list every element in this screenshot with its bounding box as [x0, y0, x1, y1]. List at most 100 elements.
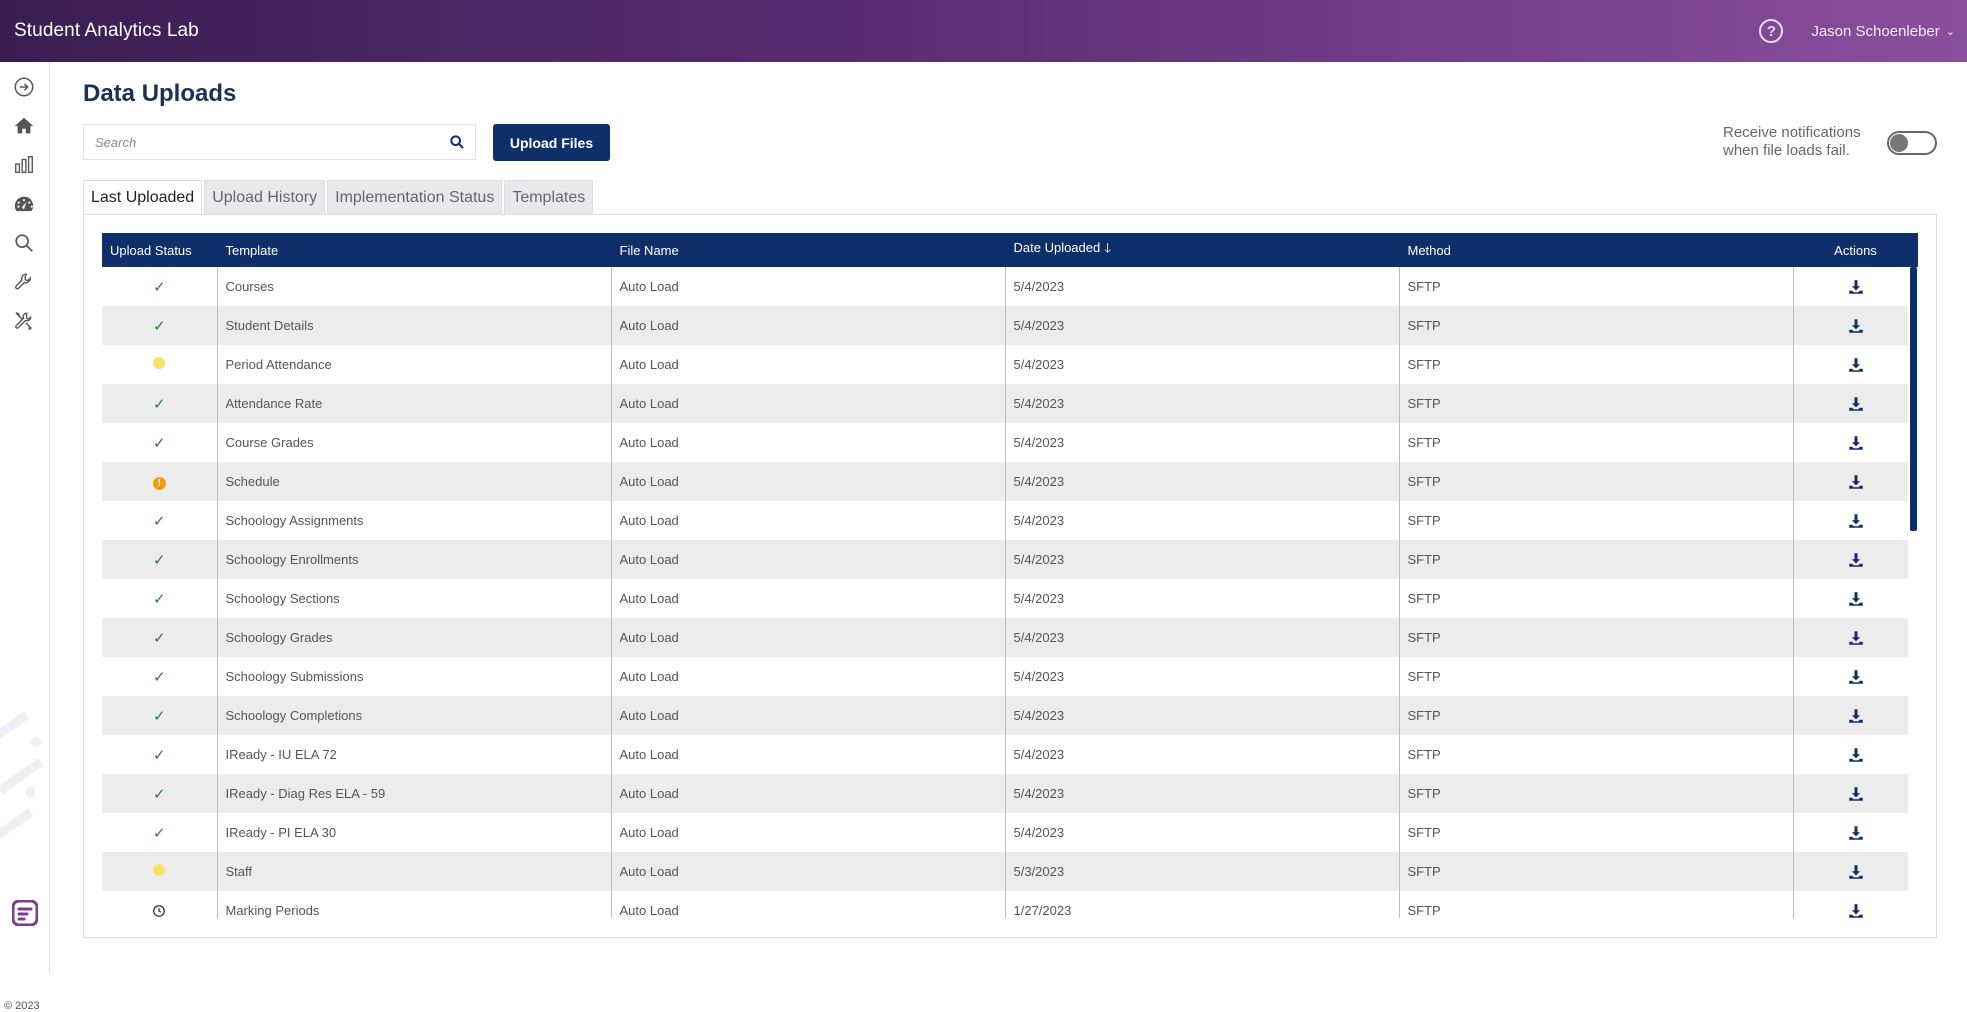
download-icon[interactable] — [1847, 863, 1865, 881]
bar-chart-icon[interactable] — [11, 152, 37, 178]
search-icon[interactable] — [439, 125, 475, 159]
user-menu[interactable]: Jason Schoenleber — [1811, 22, 1940, 40]
cell-method: SFTP — [1399, 540, 1794, 579]
table-row[interactable]: ✓ IReady - PI ELA 30 Auto Load 5/4/2023 SFTP — [102, 813, 1918, 852]
cell-template: IReady - Diag Res ELA - 59 — [217, 774, 612, 813]
cell-template: IReady - PI ELA 30 — [217, 813, 612, 852]
wrench-icon[interactable] — [11, 269, 37, 295]
notification-toggle[interactable] — [1887, 131, 1937, 155]
download-icon[interactable] — [1847, 395, 1865, 413]
cell-file-name: Auto Load — [611, 345, 1006, 384]
table-scrollbar-thumb[interactable] — [1910, 267, 1917, 531]
table-row[interactable]: ✓ IReady - Diag Res ELA - 59 Auto Load 5/4/… — [102, 774, 1918, 813]
tab-last-uploaded[interactable]: Last Uploaded — [83, 180, 203, 215]
tab-upload-history[interactable]: Upload History — [204, 180, 326, 215]
tab-implementation-status[interactable]: Implementation Status — [327, 180, 503, 215]
table-row[interactable]: ! Schedule Auto Load 5/4/2023 SFTP — [102, 462, 1918, 501]
tools-icon[interactable] — [11, 308, 37, 334]
arrow-right-circle-icon[interactable] — [11, 74, 37, 100]
toggle-knob — [1890, 134, 1908, 152]
cell-date-uploaded: 5/4/2023 — [1005, 540, 1400, 579]
download-icon[interactable] — [1847, 668, 1865, 686]
home-icon[interactable] — [11, 113, 37, 139]
success-check-icon: ✓ — [152, 278, 166, 296]
column-header-template[interactable]: Template — [217, 233, 612, 267]
topbar-right: ? Jason Schoenleber ⌄ — [1759, 0, 1955, 62]
cell-upload-status: ✓ — [102, 813, 218, 852]
table-row[interactable]: ✓ IReady - IU ELA 72 Auto Load 5/4/2023 SFTP — [102, 735, 1918, 774]
cell-upload-status — [102, 852, 218, 891]
left-nav-rail: © 2023 — [0, 62, 50, 1012]
cell-method: SFTP — [1399, 384, 1794, 423]
chevron-down-icon[interactable]: ⌄ — [1945, 25, 1955, 38]
download-icon[interactable] — [1847, 317, 1865, 335]
cell-actions — [1793, 852, 1918, 891]
table-row[interactable]: ✓ Schoology Submissions Auto Load 5/4/2023 S… — [102, 657, 1918, 696]
cell-actions — [1793, 696, 1918, 735]
search-icon[interactable] — [11, 230, 37, 256]
cell-method: SFTP — [1399, 306, 1794, 345]
table-row[interactable]: ✓ Student Details Auto Load 5/4/2023 SFTP — [102, 306, 1918, 345]
table-row[interactable]: ✓ Schoology Sections Auto Load 5/4/2023 SFTP — [102, 579, 1918, 618]
cell-actions — [1793, 618, 1918, 657]
download-icon[interactable] — [1847, 824, 1865, 842]
table-row[interactable]: Staff Auto Load 5/3/2023 SFTP — [102, 852, 1918, 891]
download-icon[interactable] — [1847, 434, 1865, 452]
cell-method: SFTP — [1399, 774, 1794, 813]
cell-date-uploaded: 5/4/2023 — [1005, 813, 1400, 852]
page-title: Data Uploads — [83, 80, 237, 107]
table-row[interactable]: ✓ Course Grades Auto Load 5/4/2023 SFTP — [102, 423, 1918, 462]
success-check-icon: ✓ — [152, 707, 166, 725]
column-header-method[interactable]: Method — [1399, 233, 1794, 267]
cell-template: Schoology Sections — [217, 579, 612, 618]
column-header-file-name[interactable]: File Name — [611, 233, 1006, 267]
cell-method: SFTP — [1399, 735, 1794, 774]
cell-date-uploaded: 5/4/2023 — [1005, 696, 1400, 735]
cell-method: SFTP — [1399, 462, 1794, 501]
cell-actions — [1793, 501, 1918, 540]
app-title[interactable]: Student Analytics Lab — [14, 20, 199, 41]
cell-template: Staff — [217, 852, 612, 891]
cell-upload-status: ✓ — [102, 501, 218, 540]
table-body: ✓ Courses Auto Load 5/4/2023 SFTP ✓ Student De… — [102, 267, 1918, 918]
download-icon[interactable] — [1847, 356, 1865, 374]
upload-files-button[interactable]: Upload Files — [493, 124, 610, 161]
table-row[interactable]: ✓ Schoology Assignments Auto Load 5/4/2023 S… — [102, 501, 1918, 540]
table-scrollbar-track[interactable] — [1908, 267, 1918, 918]
sort-descending-icon[interactable]: 🡓 — [1104, 240, 1111, 255]
download-icon[interactable] — [1847, 278, 1865, 296]
cell-date-uploaded: 5/4/2023 — [1005, 774, 1400, 813]
tab-bar: Last Uploaded Upload History Implementat… — [83, 180, 595, 215]
download-icon[interactable] — [1847, 785, 1865, 803]
cell-method: SFTP — [1399, 852, 1794, 891]
tab-templates[interactable]: Templates — [504, 180, 594, 215]
cell-template: Schoology Completions — [217, 696, 612, 735]
brand-logo-icon — [12, 900, 38, 926]
download-icon[interactable] — [1847, 512, 1865, 530]
download-icon[interactable] — [1847, 707, 1865, 725]
table-row[interactable]: Marking Periods Auto Load 1/27/2023 SFTP — [102, 891, 1918, 918]
search-input[interactable] — [84, 125, 439, 159]
dashboard-gauge-icon[interactable] — [11, 191, 37, 217]
table-row[interactable]: ✓ Schoology Grades Auto Load 5/4/2023 SFTP — [102, 618, 1918, 657]
download-icon[interactable] — [1847, 902, 1865, 919]
table-row[interactable]: Period Attendance Auto Load 5/4/2023 SFTP — [102, 345, 1918, 384]
download-icon[interactable] — [1847, 473, 1865, 491]
help-icon[interactable]: ? — [1759, 19, 1784, 43]
cell-upload-status: ✓ — [102, 267, 218, 306]
success-check-icon: ✓ — [152, 512, 166, 530]
column-header-date-uploaded[interactable]: Date Uploaded 🡓 — [1005, 233, 1400, 267]
cell-template: Course Grades — [217, 423, 612, 462]
table-row[interactable]: ✓ Courses Auto Load 5/4/2023 SFTP — [102, 267, 1918, 306]
table-row[interactable]: ✓ Attendance Rate Auto Load 5/4/2023 SFTP — [102, 384, 1918, 423]
download-icon[interactable] — [1847, 590, 1865, 608]
column-header-upload-status[interactable]: Upload Status — [102, 233, 218, 267]
download-icon[interactable] — [1847, 746, 1865, 764]
download-icon[interactable] — [1847, 551, 1865, 569]
cell-template: Attendance Rate — [217, 384, 612, 423]
download-icon[interactable] — [1847, 629, 1865, 647]
table-row[interactable]: ✓ Schoology Enrollments Auto Load 5/4/2023 S… — [102, 540, 1918, 579]
table-row[interactable]: ✓ Schoology Completions Auto Load 5/4/2023 S… — [102, 696, 1918, 735]
uploads-table-container: Upload Status Template File Name Date Up… — [102, 233, 1918, 918]
cell-method: SFTP — [1399, 345, 1794, 384]
